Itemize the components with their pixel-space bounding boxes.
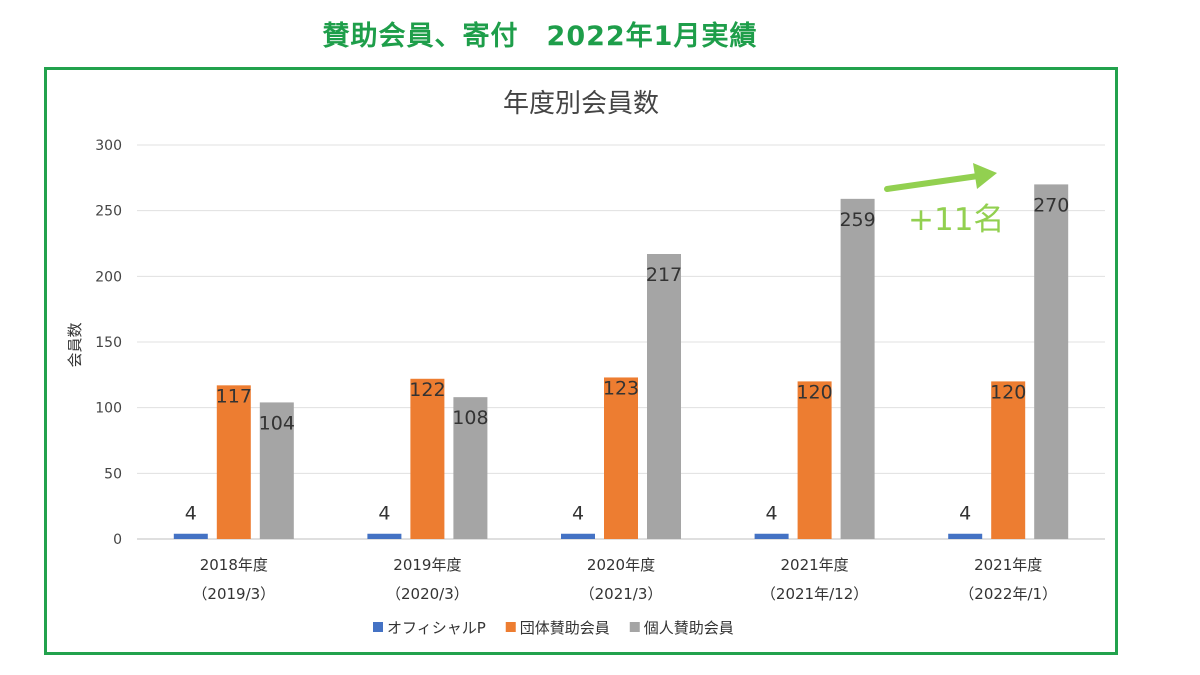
data-label-0-0: 4: [185, 503, 197, 525]
legend-swatch-0: [373, 622, 383, 632]
legend-swatch-1: [505, 622, 516, 632]
chart-frame: [44, 67, 1118, 655]
data-label-2-1: 108: [452, 407, 488, 429]
category-sublabel-1: （2020/3）: [386, 585, 469, 603]
category-sublabel-3: （2021年/12）: [761, 585, 868, 603]
data-label-2-4: 270: [1033, 194, 1069, 216]
legend-entry-2: 個人賛助会員: [644, 619, 734, 637]
category-label-2: 2020年度: [587, 556, 655, 574]
category-label-3: 2021年度: [781, 556, 849, 574]
data-label-1-2: 123: [603, 377, 639, 399]
category-sublabel-4: （2022年/1）: [959, 585, 1057, 603]
bar-2-4: [1034, 184, 1069, 539]
y-tick-label-50: 50: [104, 466, 122, 482]
data-label-0-2: 4: [572, 503, 584, 525]
data-label-0-3: 4: [766, 503, 778, 525]
y-tick-label-250: 250: [95, 204, 122, 220]
legend-swatch-2: [629, 622, 640, 632]
bar-2-0: [259, 402, 294, 539]
annotation: +11名: [884, 163, 1004, 238]
y-tick-label-300: 300: [95, 138, 122, 154]
bar-1-4: [991, 381, 1026, 539]
bar-0-2: [561, 533, 595, 539]
category-label-0: 2018年度: [200, 556, 268, 574]
bar-2-2: [647, 254, 681, 540]
chart-title: 年度別会員数: [503, 89, 659, 119]
gridlines: [137, 144, 1105, 540]
category-label-1: 2019年度: [393, 556, 461, 574]
bar-0-4: [948, 533, 983, 539]
data-label-2-3: 259: [839, 209, 875, 231]
legend: オフィシャルP 団体賛助会員 個人賛助会員: [373, 619, 734, 637]
data-label-1-3: 120: [796, 381, 832, 403]
data-label-0-1: 4: [378, 503, 390, 525]
legend-entry-1: 団体賛助会員: [520, 619, 610, 637]
category-labels: 2018年度 （2019/3） 2019年度 （2020/3） 2020年度 （2021/…: [192, 556, 1057, 603]
bar-2-3: [840, 198, 875, 539]
category-sublabel-0: （2019/3）: [192, 585, 275, 603]
y-tick-label-0: 0: [113, 532, 122, 548]
category-label-4: 2021年度: [974, 556, 1042, 574]
legend-entry-0: オフィシャルP: [387, 619, 486, 637]
bar-1-2: [604, 377, 638, 539]
y-tick-label-100: 100: [95, 401, 122, 417]
trend-arrow-icon: [884, 173, 981, 192]
data-label-1-4: 120: [990, 381, 1026, 403]
data-label-0-4: 4: [959, 503, 971, 525]
data-label-2-2: 217: [646, 264, 682, 286]
bar-0-1: [367, 533, 402, 539]
arrow-head-icon: [973, 163, 997, 189]
bar-1-0: [216, 385, 251, 539]
bar-0-0: [173, 533, 208, 539]
data-labels: 4 117 104 4 122 108 4 123 217 4 120 259 4 120 270: [185, 194, 1070, 524]
category-sublabel-2: （2021/3）: [580, 585, 663, 603]
y-axis-label: 会員数: [66, 322, 84, 367]
page-title: 賛助会員、寄付 2022年1月実績: [322, 21, 758, 52]
data-label-1-1: 122: [409, 379, 445, 401]
bar-2-1: [453, 397, 488, 539]
bars: [173, 184, 1069, 540]
y-tick-label-200: 200: [95, 269, 122, 285]
y-tick-label-150: 150: [95, 335, 122, 351]
data-label-1-0: 117: [216, 385, 252, 407]
y-tick-labels: 0 50 100 150 200 250 300: [95, 138, 122, 548]
bar-0-3: [754, 533, 789, 539]
bar-1-3: [797, 381, 832, 539]
data-label-2-0: 104: [259, 412, 295, 434]
bar-1-1: [410, 378, 445, 539]
annotation-text: +11名: [908, 202, 1004, 238]
